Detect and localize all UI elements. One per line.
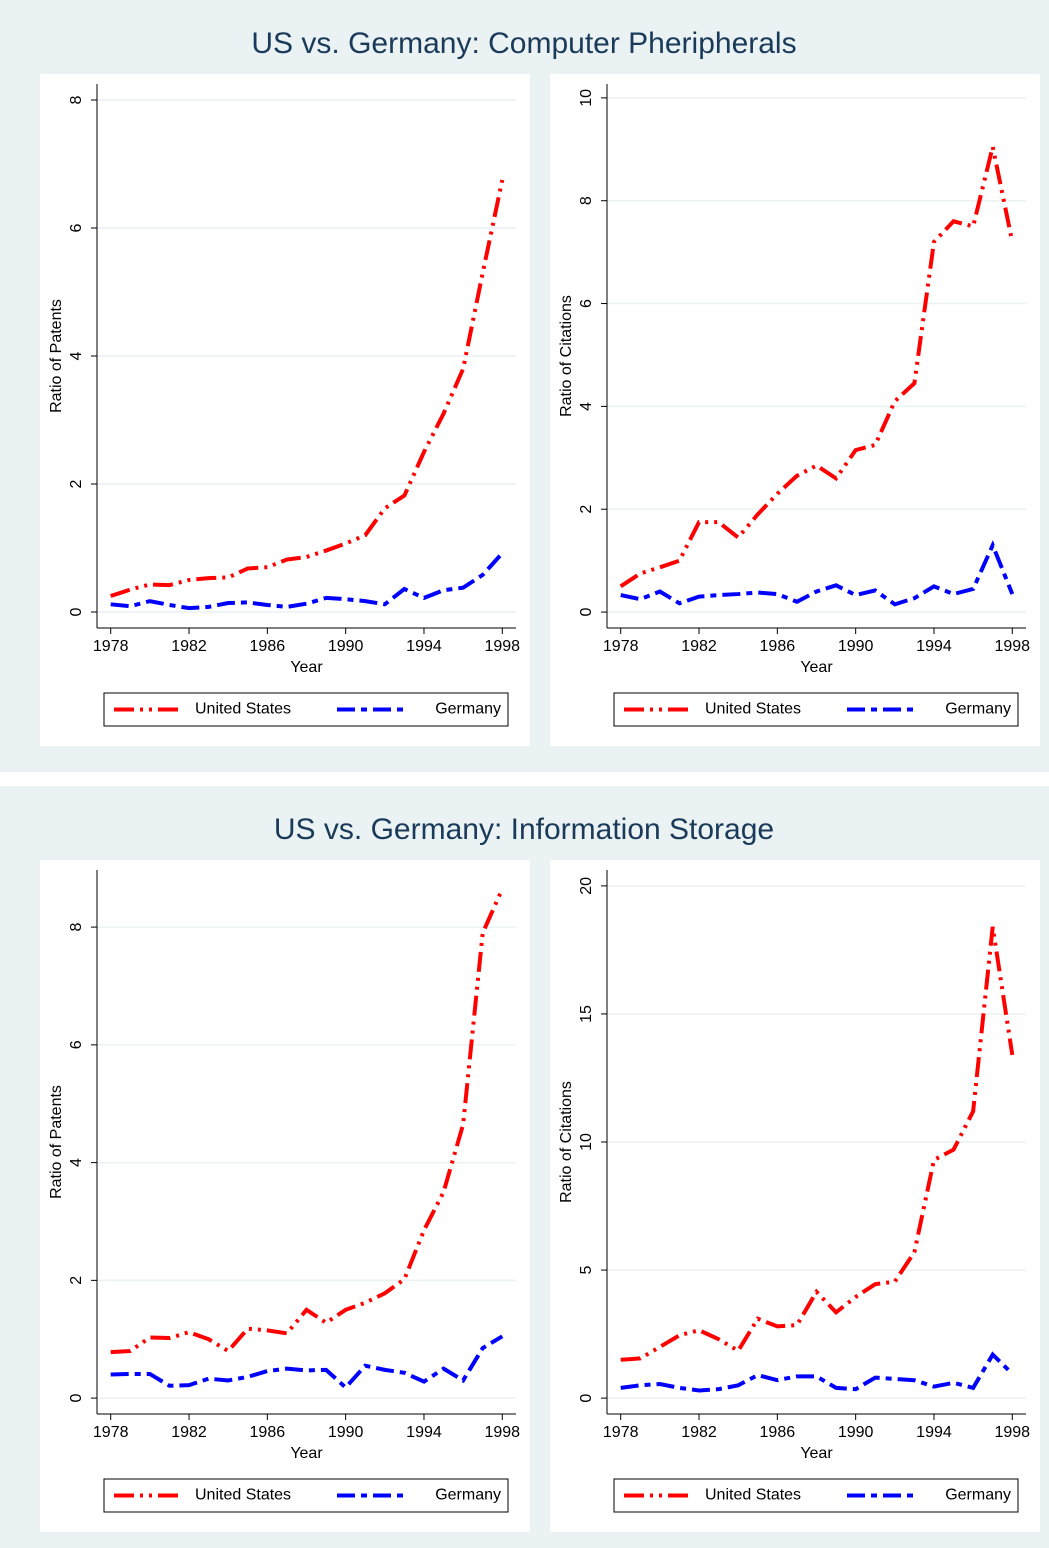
x-tick-label: 1990: [328, 1424, 364, 1441]
legend-label: Germany: [435, 701, 501, 718]
x-tick-label: 1982: [171, 638, 207, 655]
y-tick-label: 5: [578, 1266, 595, 1275]
x-tick-label: 1986: [250, 638, 286, 655]
y-tick-label: 0: [578, 1394, 595, 1403]
legend-label: United States: [705, 1487, 801, 1504]
y-tick-label: 20: [578, 877, 595, 895]
y-tick-label: 10: [578, 1133, 595, 1151]
y-tick-label: 8: [68, 923, 85, 932]
graph-region: [40, 74, 530, 746]
x-axis-label: Year: [290, 659, 323, 676]
x-tick-label: 1986: [760, 638, 796, 655]
x-tick-label: 1978: [93, 638, 129, 655]
series-line: [620, 1351, 1014, 1393]
x-tick-label: 1994: [916, 638, 952, 655]
x-tick-label: 1986: [250, 1424, 286, 1441]
series-line: [110, 1334, 504, 1391]
y-tick-label: 2: [68, 1276, 85, 1285]
legend-label: United States: [705, 701, 801, 718]
y-tick-label: 6: [68, 1040, 85, 1049]
y-tick-label: 15: [578, 1005, 595, 1023]
x-tick-label: 1978: [603, 638, 639, 655]
chart-title: US vs. Germany: Information Storage: [274, 813, 774, 846]
legend-label: Germany: [435, 1487, 501, 1504]
x-tick-label: 1978: [93, 1424, 129, 1441]
y-tick-label: 10: [578, 89, 595, 107]
y-axis-label: Ratio of Patents: [48, 299, 65, 413]
y-tick-label: 0: [68, 607, 85, 616]
y-tick-label: 8: [68, 95, 85, 104]
graph-region: [550, 860, 1040, 1532]
y-tick-label: 6: [578, 299, 595, 308]
x-tick-label: 1990: [328, 638, 364, 655]
legend-label: Germany: [945, 1487, 1011, 1504]
x-tick-label: 1982: [171, 1424, 207, 1441]
series-line: [619, 146, 1015, 589]
x-tick-label: 1994: [406, 638, 442, 655]
graph-region: [550, 74, 1040, 746]
y-tick-label: 2: [68, 479, 85, 488]
series-line: [620, 926, 1015, 1362]
chart-title: US vs. Germany: Computer Pheripherals: [251, 27, 796, 60]
y-tick-label: 0: [578, 608, 595, 617]
x-tick-label: 1994: [406, 1424, 442, 1441]
x-axis-label: Year: [800, 659, 833, 676]
legend-label: United States: [195, 701, 291, 718]
series-line: [620, 540, 1015, 607]
y-tick-label: 0: [68, 1394, 85, 1403]
x-tick-label: 1998: [484, 1424, 520, 1441]
y-axis-label: Ratio of Citations: [558, 295, 575, 417]
x-tick-label: 1982: [681, 638, 717, 655]
graph-region: [40, 860, 530, 1532]
y-axis-label: Ratio of Citations: [558, 1081, 575, 1203]
x-tick-label: 1990: [838, 1424, 874, 1441]
x-tick-label: 1982: [681, 1424, 717, 1441]
y-tick-label: 2: [578, 505, 595, 514]
series-line: [110, 888, 505, 1355]
x-axis-label: Year: [800, 1445, 833, 1462]
series-line: [110, 179, 505, 598]
x-tick-label: 1978: [603, 1424, 639, 1441]
y-tick-label: 4: [68, 351, 85, 360]
x-tick-label: 1994: [916, 1424, 952, 1441]
x-tick-label: 1986: [760, 1424, 796, 1441]
x-tick-label: 1998: [484, 638, 520, 655]
y-tick-label: 8: [578, 196, 595, 205]
legend-label: Germany: [945, 701, 1011, 718]
x-tick-label: 1998: [994, 1424, 1030, 1441]
y-tick-label: 6: [68, 223, 85, 232]
x-tick-label: 1998: [994, 638, 1030, 655]
legend-label: United States: [195, 1487, 291, 1504]
x-axis-label: Year: [290, 1445, 323, 1462]
y-tick-label: 4: [68, 1158, 85, 1167]
series-line: [110, 551, 504, 611]
y-axis-label: Ratio of Patents: [48, 1085, 65, 1199]
y-tick-label: 4: [578, 402, 595, 411]
x-tick-label: 1990: [838, 638, 874, 655]
